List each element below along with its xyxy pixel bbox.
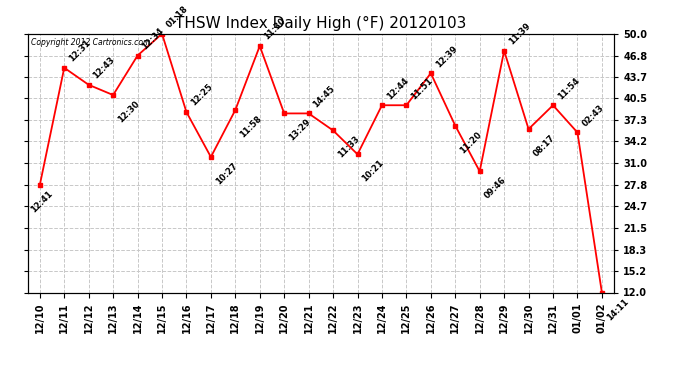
- Text: 14:45: 14:45: [311, 84, 337, 109]
- Text: 09:46: 09:46: [482, 176, 508, 201]
- Text: Copyright 2012 Cartronics.com: Copyright 2012 Cartronics.com: [30, 38, 150, 46]
- Text: 12:34: 12:34: [140, 26, 166, 51]
- Text: 02:43: 02:43: [580, 103, 605, 128]
- Text: 12:25: 12:25: [189, 82, 215, 108]
- Text: 11:39: 11:39: [507, 21, 532, 46]
- Text: 10:21: 10:21: [360, 159, 386, 184]
- Text: 13:29: 13:29: [287, 118, 312, 143]
- Title: THSW Index Daily High (°F) 20120103: THSW Index Daily High (°F) 20120103: [175, 16, 466, 31]
- Text: 11:20: 11:20: [458, 130, 483, 155]
- Text: 12:41: 12:41: [29, 189, 54, 214]
- Text: 12:31: 12:31: [67, 38, 92, 64]
- Text: 11:30: 11:30: [262, 16, 288, 42]
- Text: 11:54: 11:54: [555, 76, 581, 101]
- Text: 12:30: 12:30: [116, 99, 141, 124]
- Text: 08:17: 08:17: [531, 133, 556, 158]
- Text: 12:39: 12:39: [433, 44, 459, 69]
- Text: 11:33: 11:33: [336, 135, 361, 160]
- Text: 11:58: 11:58: [238, 114, 264, 140]
- Text: 11:51: 11:51: [409, 76, 435, 101]
- Text: 10:27: 10:27: [214, 161, 239, 186]
- Text: 01:18: 01:18: [165, 4, 190, 30]
- Text: 14:11: 14:11: [604, 297, 630, 322]
- Text: 12:43: 12:43: [92, 56, 117, 81]
- Text: 12:44: 12:44: [385, 76, 410, 101]
